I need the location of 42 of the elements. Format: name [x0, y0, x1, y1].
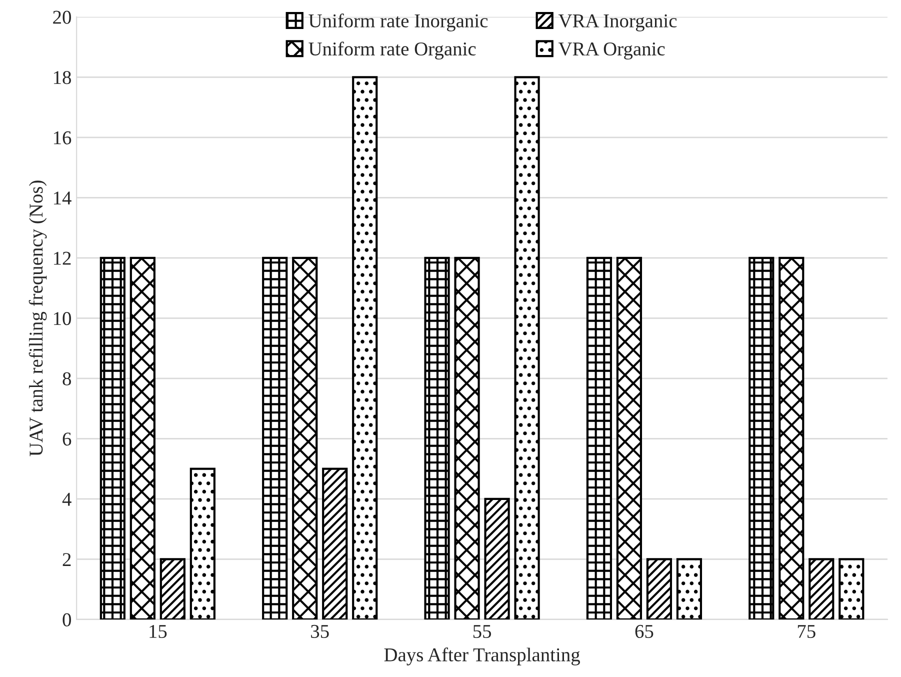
bar: [808, 558, 834, 620]
bar: [100, 256, 126, 620]
y-tick-label: 6: [62, 432, 72, 446]
y-tick-label: 0: [62, 613, 71, 626]
bar: [586, 256, 612, 620]
bar: [484, 498, 510, 620]
y-tick-label: 8: [62, 372, 71, 386]
bar: [424, 256, 450, 620]
y-tick-label: 20: [53, 10, 71, 24]
bar: [292, 256, 318, 620]
x-tick-label: 35: [311, 624, 329, 638]
legend-label: VRA Organic: [558, 42, 665, 60]
y-axis-title: UAV tank refilling frequency (Nos): [28, 180, 47, 456]
legend-label: Uniform rate Inorganic: [308, 14, 488, 32]
bar: [454, 256, 480, 620]
y-tick-label: 16: [54, 131, 72, 144]
bar: [778, 256, 804, 620]
bar: [262, 256, 288, 620]
bar: [190, 468, 216, 620]
bar: [322, 468, 348, 620]
bar: [130, 256, 156, 620]
y-tick-label: 10: [54, 312, 71, 326]
legend-label: VRA Inorganic: [558, 14, 677, 32]
y-tick-label: 12: [54, 252, 71, 265]
bar: [838, 558, 864, 620]
x-tick-label: 15: [150, 624, 167, 638]
bar: [676, 558, 702, 620]
y-tick-label: 14: [54, 192, 72, 204]
y-tick-label: 4: [62, 492, 72, 506]
x-tick-label: 75: [798, 625, 816, 638]
legend-label: Uniform rate Organic: [308, 42, 476, 60]
bar: [748, 256, 774, 620]
bar: [160, 558, 186, 620]
y-tick-label: 18: [54, 70, 71, 84]
bar: [352, 76, 378, 620]
bar: [514, 76, 540, 620]
x-tick-label: 55: [473, 625, 491, 638]
bar: [616, 256, 642, 620]
x-tick-label: 65: [635, 624, 654, 638]
y-tick-label: 2: [62, 553, 71, 566]
bar: [646, 558, 672, 620]
x-axis-title: Days After Transplanting: [384, 648, 580, 666]
